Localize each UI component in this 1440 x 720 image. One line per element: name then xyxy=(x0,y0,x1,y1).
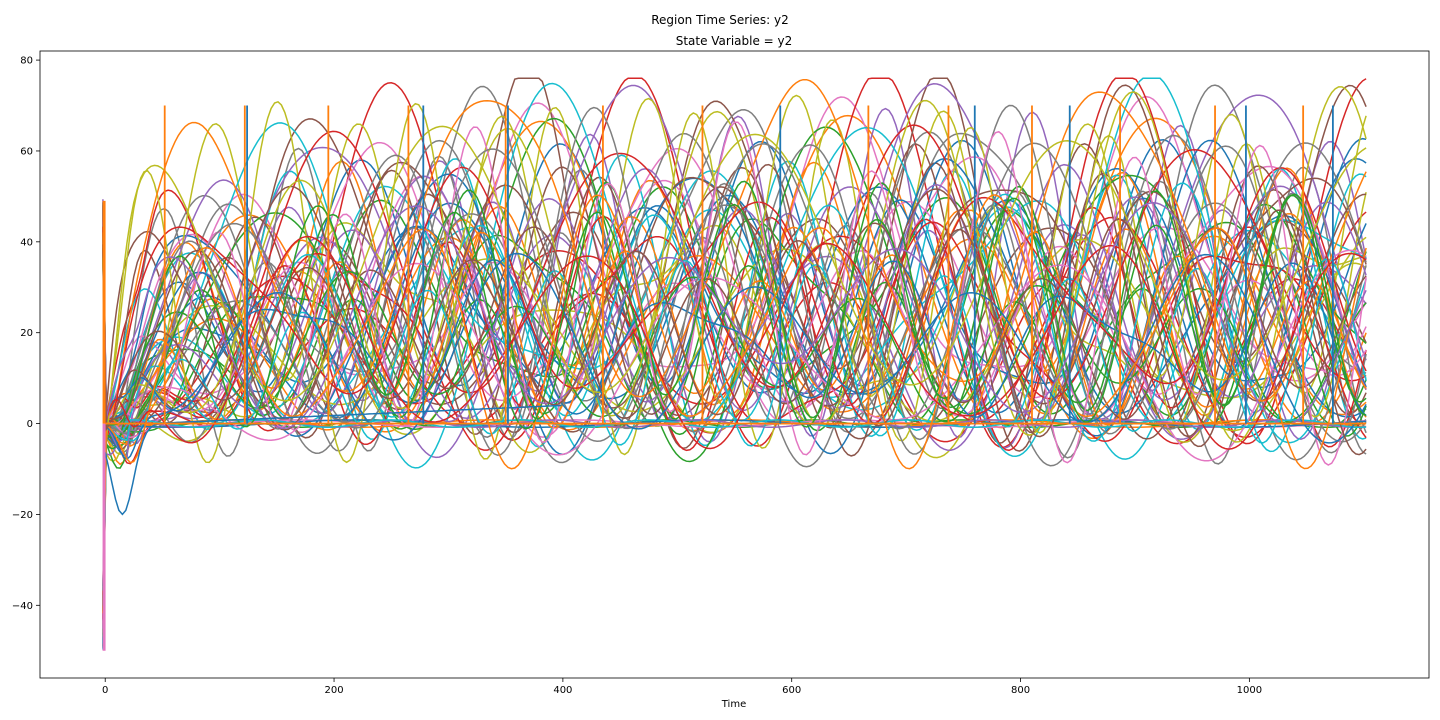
series-line xyxy=(102,117,1367,599)
series-line xyxy=(102,194,1367,614)
series-line xyxy=(102,77,1367,601)
series-line xyxy=(102,160,1367,425)
series-line xyxy=(102,206,1367,462)
x-axis-label: Time xyxy=(721,699,746,710)
axes-frame xyxy=(39,50,1430,679)
series-line xyxy=(102,226,1367,450)
spike-layer xyxy=(163,105,1334,424)
series-line xyxy=(102,100,1367,637)
series-line xyxy=(102,252,1367,606)
y-tick-label: 40 xyxy=(20,237,33,248)
x-tick-label: 600 xyxy=(782,685,801,696)
series-line xyxy=(102,184,1367,442)
series-line xyxy=(102,231,1367,603)
y-tick-label: 80 xyxy=(20,56,33,67)
series-line xyxy=(102,86,1367,443)
series-line xyxy=(102,125,1367,440)
series-line xyxy=(102,137,1367,448)
plot-area: 0 200 400 600 800 1000 −40 −20 0 20 40 60 80 xyxy=(12,50,1430,696)
x-tick-label: 200 xyxy=(325,685,344,696)
series-line xyxy=(102,161,1367,635)
y-tick-label: −20 xyxy=(12,510,33,521)
y-axis-ticks: −40 −20 0 20 40 60 80 xyxy=(12,56,40,612)
series-line xyxy=(102,77,1367,650)
series-line xyxy=(102,222,1367,431)
series-line xyxy=(102,131,1367,468)
series-line xyxy=(102,209,1367,456)
series-line xyxy=(102,163,1367,456)
series-line xyxy=(102,180,1367,612)
x-axis-ticks: 0 200 400 600 800 1000 xyxy=(102,678,1262,696)
figure-suptitle: Region Time Series: y2 xyxy=(651,13,789,27)
series-line xyxy=(102,193,1367,430)
series-line xyxy=(102,166,1367,438)
series-layer xyxy=(102,77,1367,651)
x-tick-label: 400 xyxy=(553,685,572,696)
chart-title: State Variable = y2 xyxy=(676,34,793,48)
series-line xyxy=(102,143,1367,451)
y-tick-label: 60 xyxy=(20,146,33,157)
x-tick-label: 0 xyxy=(102,685,108,696)
series-line xyxy=(104,404,562,516)
x-tick-label: 800 xyxy=(1011,685,1030,696)
x-tick-label: 1000 xyxy=(1237,685,1262,696)
y-tick-label: 0 xyxy=(27,419,33,430)
y-tick-label: −40 xyxy=(12,601,33,612)
series-line xyxy=(102,199,1367,430)
y-tick-label: 20 xyxy=(20,328,33,339)
series-line xyxy=(102,204,1367,456)
